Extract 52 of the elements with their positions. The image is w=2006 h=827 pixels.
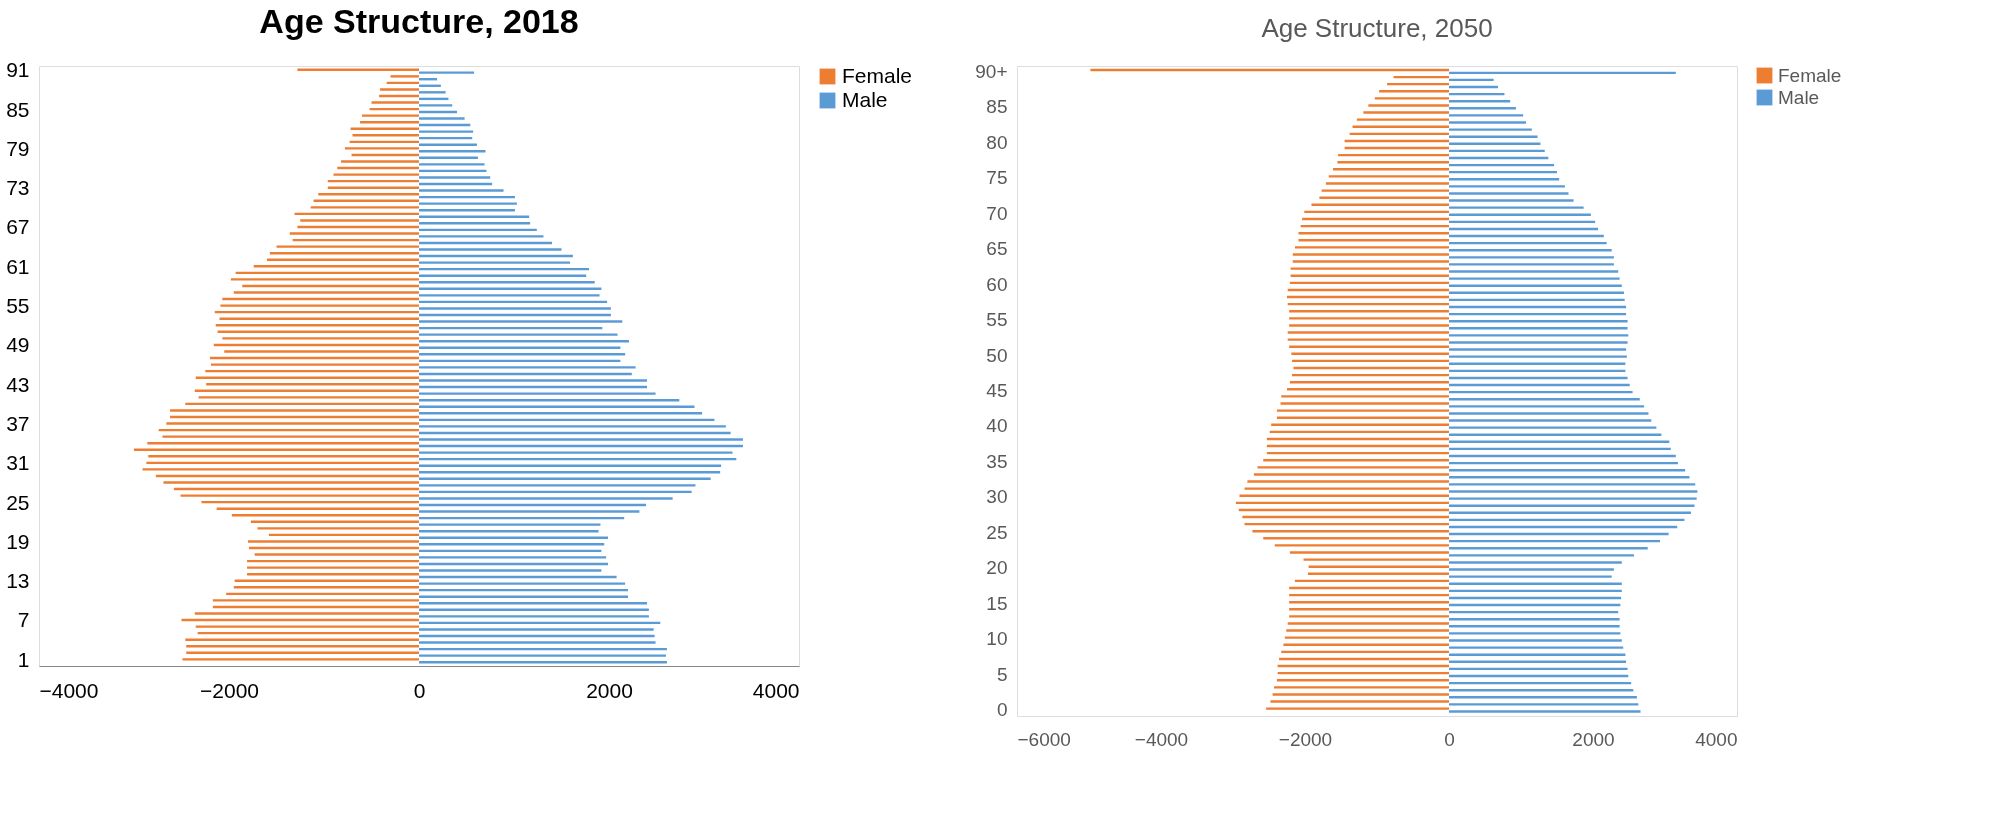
legend-label: Male: [842, 87, 888, 111]
legend-label: Male: [1778, 86, 1820, 108]
y-tick-label: 25: [6, 490, 30, 514]
y-tick-label: 85: [986, 96, 1008, 118]
y-tick-label: 67: [6, 215, 30, 239]
y-tick-label: 1: [17, 647, 30, 671]
legend-label: Female: [1778, 64, 1842, 86]
chart-title: Age Structure, 2050: [1261, 13, 1493, 44]
y-tick-label: 10: [986, 628, 1008, 650]
x-tick-label: 4000: [752, 678, 800, 702]
x-tick-label: −6000: [1017, 728, 1071, 750]
x-tick-label: −2000: [200, 678, 259, 702]
y-tick-label: 0: [996, 699, 1008, 721]
y-tick-label: 55: [6, 294, 30, 318]
y-tick-label: 43: [6, 372, 30, 396]
y-tick-label: 37: [6, 411, 30, 435]
x-tick-label: 4000: [1695, 728, 1738, 750]
y-tick-label: 50: [986, 344, 1008, 366]
chart-title: Age Structure, 2018: [259, 1, 579, 40]
y-tick-label: 91: [6, 58, 30, 82]
y-tick-label: 20: [986, 557, 1008, 579]
y-tick-label: 55: [986, 309, 1008, 331]
x-tick-label: 2000: [1572, 728, 1615, 750]
x-tick-label: 0: [413, 678, 426, 702]
y-tick-label: 31: [6, 451, 30, 475]
legend-label: Female: [842, 63, 913, 87]
y-tick-label: 75: [986, 167, 1008, 189]
y-tick-label: 45: [986, 380, 1008, 401]
y-tick-label: 19: [6, 529, 30, 553]
y-tick-label: 80: [986, 131, 1008, 153]
y-tick-label: 49: [6, 333, 30, 357]
x-tick-label: 0: [1444, 728, 1455, 750]
y-tick-label: 5: [996, 663, 1008, 685]
y-tick-label: 25: [986, 521, 1008, 543]
y-tick-label: 30: [986, 486, 1008, 508]
y-tick-label: 65: [986, 238, 1008, 260]
x-tick-label: 2000: [586, 678, 633, 702]
y-tick-label: 13: [6, 569, 30, 593]
y-tick-label: 79: [6, 136, 30, 160]
x-tick-label: −4000: [1134, 728, 1189, 750]
x-tick-label: −4000: [39, 678, 99, 702]
y-tick-label: 85: [6, 97, 30, 121]
y-tick-label: 40: [986, 415, 1008, 437]
y-tick-label: 7: [17, 608, 30, 632]
y-tick-label: 35: [986, 450, 1008, 472]
y-tick-label: 70: [986, 202, 1008, 224]
x-tick-label: −2000: [1278, 728, 1333, 750]
y-tick-label: 15: [986, 592, 1008, 614]
y-tick-label: 90+: [975, 60, 1008, 82]
y-tick-label: 60: [986, 273, 1008, 295]
y-tick-label: 61: [6, 254, 30, 278]
y-tick-label: 73: [6, 176, 30, 200]
